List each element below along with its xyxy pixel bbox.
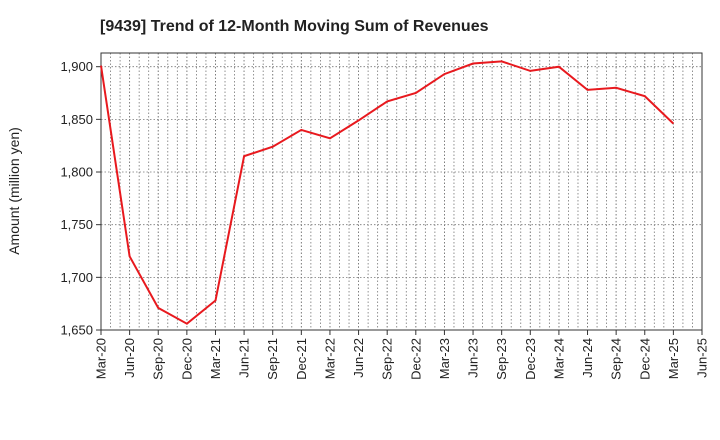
x-tick-label: Jun-21 bbox=[237, 338, 252, 378]
x-tick-label: Dec-22 bbox=[408, 338, 423, 380]
x-tick-label: Dec-24 bbox=[637, 338, 652, 380]
series-line bbox=[100, 60, 675, 325]
y-axis: 1,650 1,700 1,750 1,800 1,850 1,900 bbox=[60, 59, 101, 338]
x-tick-label: Dec-23 bbox=[523, 338, 538, 380]
y-tick-label: 1,650 bbox=[60, 323, 93, 338]
x-tick-label: Jun-20 bbox=[122, 338, 137, 378]
x-tick-label: Mar-23 bbox=[437, 338, 452, 379]
x-tick-label: Mar-20 bbox=[94, 338, 109, 379]
x-tick-label: Jun-23 bbox=[466, 338, 481, 378]
x-tick-label: Sep-20 bbox=[151, 338, 166, 380]
x-tick-label: Sep-24 bbox=[609, 338, 624, 380]
x-tick-label: Mar-25 bbox=[666, 338, 681, 379]
x-tick-label: Jun-25 bbox=[695, 338, 710, 378]
x-tick-label: Jun-24 bbox=[580, 338, 595, 378]
x-tick-label: Dec-21 bbox=[294, 338, 309, 380]
chart-title: [9439] Trend of 12-Month Moving Sum of R… bbox=[100, 18, 489, 35]
y-axis-label: Amount (million yen) bbox=[6, 127, 22, 255]
y-tick-label: 1,700 bbox=[60, 270, 93, 285]
x-tick-label: Mar-21 bbox=[208, 338, 223, 379]
x-tick-label: Sep-21 bbox=[265, 338, 280, 380]
x-tick-label: Sep-22 bbox=[380, 338, 395, 380]
y-tick-label: 1,850 bbox=[60, 112, 93, 127]
x-tick-label: Sep-23 bbox=[494, 338, 509, 380]
x-tick-label: Jun-22 bbox=[351, 338, 366, 378]
y-tick-label: 1,750 bbox=[60, 217, 93, 232]
x-axis: Mar-20 Jun-20 Sep-20 Dec-20 Mar-21 Jun-21 Sep-… bbox=[94, 330, 710, 380]
y-tick-label: 1,800 bbox=[60, 165, 93, 180]
x-tick-label: Mar-24 bbox=[551, 338, 566, 379]
plot-frame bbox=[100, 52, 703, 331]
y-tick-label: 1,900 bbox=[60, 59, 93, 74]
x-tick-label: Dec-20 bbox=[179, 338, 194, 380]
x-tick-label: Mar-22 bbox=[322, 338, 337, 379]
grid bbox=[101, 53, 702, 330]
